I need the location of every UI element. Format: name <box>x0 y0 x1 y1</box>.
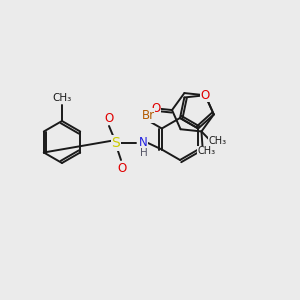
Text: O: O <box>152 102 161 115</box>
Text: S: S <box>112 136 120 150</box>
Text: O: O <box>117 161 127 175</box>
Text: Br: Br <box>141 109 154 122</box>
Text: CH₃: CH₃ <box>208 136 226 146</box>
Text: CH₃: CH₃ <box>52 93 72 103</box>
Text: O: O <box>104 112 114 124</box>
Text: H: H <box>140 148 148 158</box>
Text: N: N <box>139 136 147 149</box>
Text: CH₃: CH₃ <box>198 146 216 156</box>
Text: O: O <box>201 89 210 102</box>
